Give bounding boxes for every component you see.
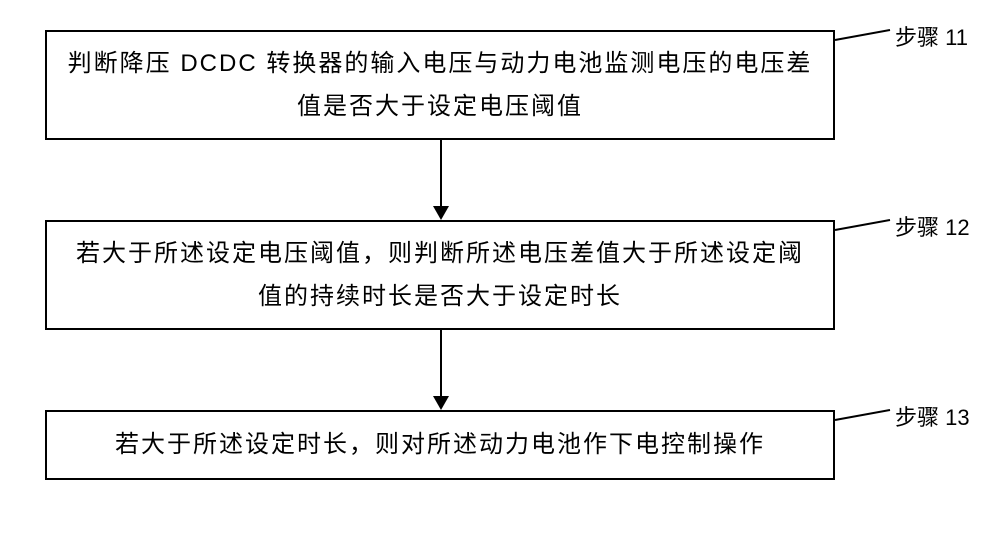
box-3-text: 若大于所述设定时长，则对所述动力电池作下电控制操作 xyxy=(115,423,765,466)
flowchart-box-2: 若大于所述设定电压阈值，则判断所述电压差值大于所述设定阈值的持续时长是否大于设定… xyxy=(45,220,835,330)
callout-1 xyxy=(835,25,895,45)
flowchart-container: 判断降压 DCDC 转换器的输入电压与动力电池监测电压的电压差值是否大于设定电压… xyxy=(0,0,1000,533)
box-2-text: 若大于所述设定电压阈值，则判断所述电压差值大于所述设定阈值的持续时长是否大于设定… xyxy=(67,232,813,318)
arrow-1-2 xyxy=(440,140,442,206)
callout-3 xyxy=(835,405,895,425)
flowchart-box-3: 若大于所述设定时长，则对所述动力电池作下电控制操作 xyxy=(45,410,835,480)
step-label-1: 步骤 11 xyxy=(895,20,968,52)
box-1-text: 判断降压 DCDC 转换器的输入电压与动力电池监测电压的电压差值是否大于设定电压… xyxy=(67,42,813,128)
arrow-head-2-3 xyxy=(433,396,449,410)
arrow-head-1-2 xyxy=(433,206,449,220)
step-label-2: 步骤 12 xyxy=(895,210,970,242)
step-label-3: 步骤 13 xyxy=(895,400,970,432)
arrow-2-3 xyxy=(440,330,442,396)
flowchart-box-1: 判断降压 DCDC 转换器的输入电压与动力电池监测电压的电压差值是否大于设定电压… xyxy=(45,30,835,140)
callout-2 xyxy=(835,215,895,235)
